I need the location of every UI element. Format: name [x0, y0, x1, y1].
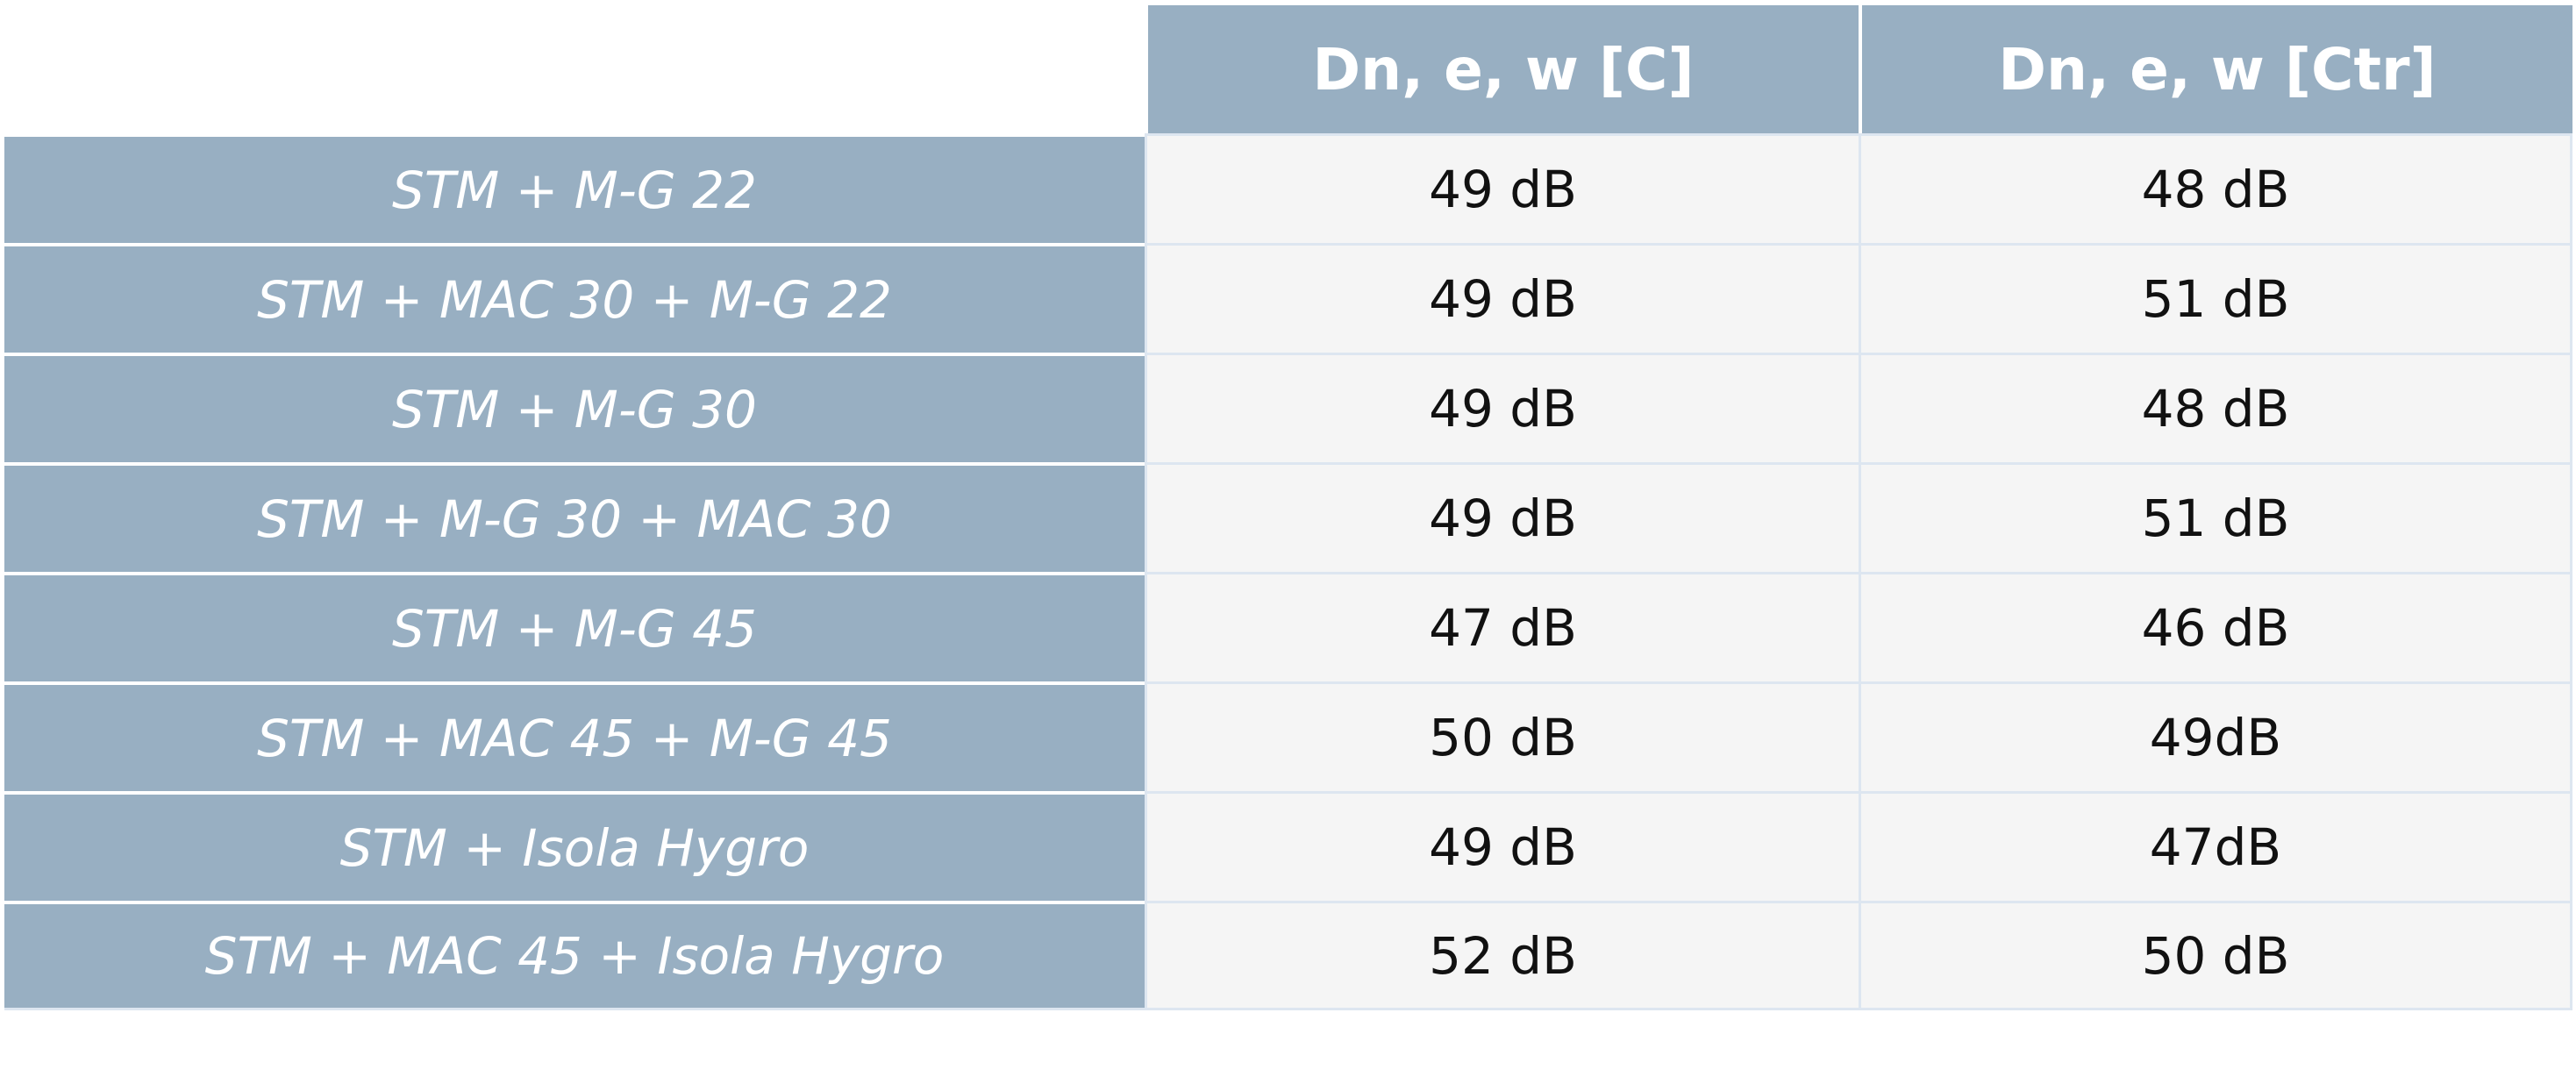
- row-label: STM + MAC 45 + Isola Hygro: [4, 901, 1145, 1010]
- value-cell: 48 dB: [1859, 133, 2572, 243]
- corner-cell: [4, 5, 1145, 133]
- value-cell: 51 dB: [1859, 243, 2572, 353]
- value-cell: 49 dB: [1145, 791, 1859, 901]
- value-cell: 47dB: [1859, 791, 2572, 901]
- value-cell: 51 dB: [1859, 462, 2572, 572]
- table-row: STM + M-G 30 + MAC 30 49 dB 51 dB: [4, 462, 2572, 572]
- value-cell: 49 dB: [1145, 243, 1859, 353]
- value-cell: 50 dB: [1145, 681, 1859, 791]
- table-row: STM + M-G 45 47 dB 46 dB: [4, 572, 2572, 681]
- table-row: STM + MAC 45 + Isola Hygro 52 dB 50 dB: [4, 901, 2572, 1010]
- row-label: STM + MAC 30 + M-G 22: [4, 243, 1145, 353]
- row-label: STM + M-G 22: [4, 133, 1145, 243]
- table-row: STM + M-G 30 49 dB 48 dB: [4, 353, 2572, 462]
- value-cell: 49 dB: [1145, 462, 1859, 572]
- value-cell: 46 dB: [1859, 572, 2572, 681]
- value-cell: 47 dB: [1145, 572, 1859, 681]
- column-header: Dn, e, w [C]: [1145, 5, 1859, 133]
- row-label: STM + Isola Hygro: [4, 791, 1145, 901]
- data-table: Dn, e, w [C] Dn, e, w [Ctr] STM + M-G 22…: [4, 5, 2572, 1010]
- table-row: STM + Isola Hygro 49 dB 47dB: [4, 791, 2572, 901]
- row-label: STM + M-G 30 + MAC 30: [4, 462, 1145, 572]
- table-row: STM + MAC 45 + M-G 45 50 dB 49dB: [4, 681, 2572, 791]
- value-cell: 49 dB: [1145, 133, 1859, 243]
- row-label: STM + M-G 45: [4, 572, 1145, 681]
- table-row: STM + MAC 30 + M-G 22 49 dB 51 dB: [4, 243, 2572, 353]
- value-cell: 49 dB: [1145, 353, 1859, 462]
- value-cell: 48 dB: [1859, 353, 2572, 462]
- table-row: STM + M-G 22 49 dB 48 dB: [4, 133, 2572, 243]
- row-label: STM + MAC 45 + M-G 45: [4, 681, 1145, 791]
- header-row: Dn, e, w [C] Dn, e, w [Ctr]: [4, 5, 2572, 133]
- value-cell: 49dB: [1859, 681, 2572, 791]
- column-header: Dn, e, w [Ctr]: [1859, 5, 2572, 133]
- value-cell: 52 dB: [1145, 901, 1859, 1010]
- value-cell: 50 dB: [1859, 901, 2572, 1010]
- row-label: STM + M-G 30: [4, 353, 1145, 462]
